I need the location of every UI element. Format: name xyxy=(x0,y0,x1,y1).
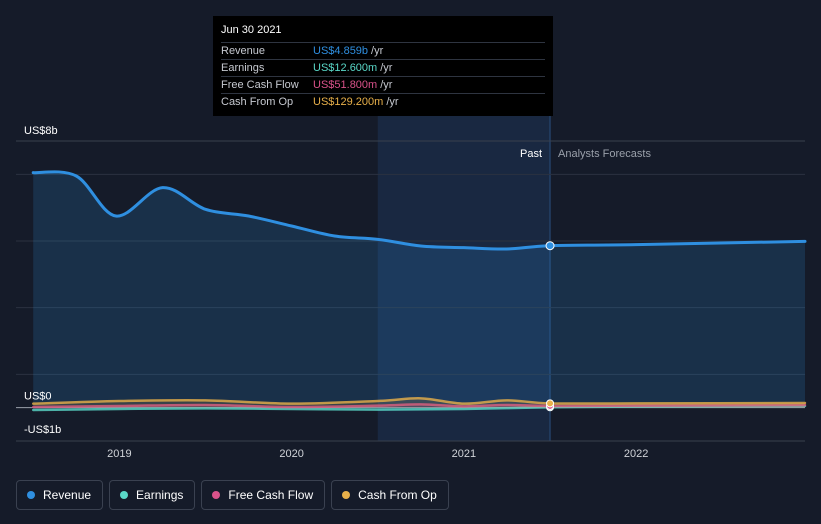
earnings-dot-icon xyxy=(120,491,129,499)
tooltip-value: US$51.800m xyxy=(313,79,378,91)
analysts-forecasts-label: Analysts Forecasts xyxy=(558,148,651,160)
tooltip-row-revenue: Revenue US$4.859b /yr xyxy=(221,42,545,59)
revenue-dot-icon xyxy=(27,491,35,499)
x-tick-label-2020: 2020 xyxy=(279,448,303,460)
past-highlight-region xyxy=(377,115,551,441)
legend-label: Free Cash Flow xyxy=(228,488,314,502)
legend-label: Earnings xyxy=(136,488,184,502)
y-axis-label-0: US$0 xyxy=(24,391,52,403)
legend-item-cash-from-op[interactable]: Cash From Op xyxy=(331,480,449,510)
y-axis-label-neg1b: -US$1b xyxy=(24,424,61,436)
tooltip-value: US$4.859b xyxy=(313,45,369,57)
tooltip-unit: /yr xyxy=(380,79,393,91)
tooltip-row-earnings: Earnings US$12.600m /yr xyxy=(221,59,545,76)
x-tick-label-2022: 2022 xyxy=(624,448,648,460)
legend-item-revenue[interactable]: Revenue xyxy=(16,480,104,510)
cash-from-op-area xyxy=(33,398,806,408)
past-label: Past xyxy=(520,148,542,160)
legend-label: Revenue xyxy=(43,488,92,502)
x-tick-label-2019: 2019 xyxy=(107,448,131,460)
cash-from-op-dot-icon xyxy=(342,491,351,499)
revenue-area xyxy=(33,171,806,408)
cash-from-op-line xyxy=(31,397,807,405)
legend-label: Cash From Op xyxy=(358,488,437,502)
free-cash-flow-dot-icon xyxy=(212,491,221,499)
tooltip-unit: /yr xyxy=(380,62,393,74)
y-axis-label-8b: US$8b xyxy=(24,125,58,137)
tooltip-value: US$129.200m xyxy=(313,96,384,108)
tooltip-unit: /yr xyxy=(371,45,384,57)
revenue-line xyxy=(31,170,807,251)
tooltip-row-free-cash-flow: Free Cash Flow US$51.800m /yr xyxy=(221,76,545,93)
cash-from-op-marker xyxy=(546,399,555,408)
tooltip-label: Free Cash Flow xyxy=(221,79,299,91)
tooltip-label: Earnings xyxy=(221,62,265,74)
legend: Revenue Earnings Free Cash Flow Cash Fro… xyxy=(16,480,449,510)
legend-item-earnings[interactable]: Earnings xyxy=(109,480,196,510)
x-tick-label-2021: 2021 xyxy=(452,448,476,460)
tooltip-row-cash-from-op: Cash From Op US$129.200m /yr xyxy=(221,93,545,110)
tooltip-value: US$12.600m xyxy=(313,62,378,74)
tooltip-label: Cash From Op xyxy=(221,96,294,108)
tooltip: Jun 30 2021 Revenue US$4.859b /yr Earnin… xyxy=(213,16,553,116)
tooltip-date: Jun 30 2021 xyxy=(221,24,282,36)
legend-item-free-cash-flow[interactable]: Free Cash Flow xyxy=(201,480,326,510)
tooltip-label: Revenue xyxy=(221,45,266,57)
tooltip-unit: /yr xyxy=(386,96,399,108)
free-cash-flow-line xyxy=(31,403,807,409)
revenue-marker xyxy=(545,241,555,251)
